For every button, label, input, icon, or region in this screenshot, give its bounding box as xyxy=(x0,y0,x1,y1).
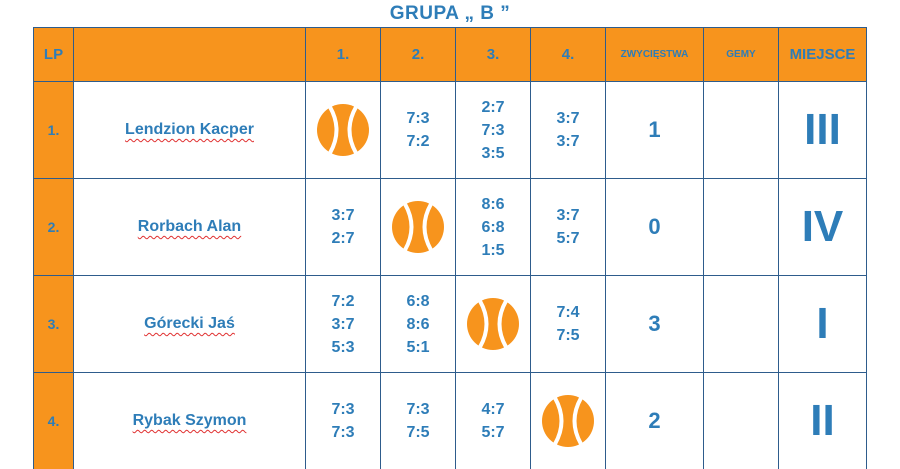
self-match-cell xyxy=(305,81,381,179)
player-name: Rybak Szymon xyxy=(73,372,306,469)
set-score: 7:5 xyxy=(406,424,430,441)
header-col-2: 2. xyxy=(380,27,456,82)
place-value: II xyxy=(778,372,867,469)
set-score: 7:3 xyxy=(331,401,355,418)
match-score-cell: 6:8 8:6 5:1 xyxy=(380,275,456,373)
set-score: 5:3 xyxy=(331,338,355,356)
player-name: Górecki Jaś xyxy=(73,275,306,373)
set-score: 3:7 xyxy=(556,207,580,224)
set-score: 3:7 xyxy=(331,315,355,333)
row-lp: 2. xyxy=(33,178,74,276)
set-score: 7:3 xyxy=(406,110,430,127)
set-score: 8:6 xyxy=(406,315,430,333)
match-score-cell: 7:2 3:7 5:3 xyxy=(305,275,381,373)
set-score: 4:7 xyxy=(481,401,505,418)
set-score: 3:7 xyxy=(556,110,580,127)
player-name: Lendzion Kacper xyxy=(73,81,306,179)
tennis-ball-icon xyxy=(467,298,519,350)
set-score: 1:5 xyxy=(481,241,505,259)
header-col-4: 4. xyxy=(530,27,606,82)
set-score: 7:2 xyxy=(406,133,430,150)
self-match-cell xyxy=(380,178,456,276)
row-lp: 3. xyxy=(33,275,74,373)
table-row: 4. Rybak Szymon 7:3 7:3 7:3 7:5 4:7 5:7 2 II xyxy=(33,372,867,469)
wins-count: 1 xyxy=(605,81,704,179)
row-lp: 4. xyxy=(33,372,74,469)
self-match-cell xyxy=(455,275,531,373)
place-value: IV xyxy=(778,178,867,276)
set-score: 7:5 xyxy=(556,327,580,344)
set-score: 7:4 xyxy=(556,304,580,321)
match-score-cell: 8:6 6:8 1:5 xyxy=(455,178,531,276)
games-count xyxy=(703,81,779,179)
set-score: 7:3 xyxy=(331,424,355,441)
page-title: GRUPA „ B ” xyxy=(389,3,511,24)
set-score: 6:8 xyxy=(481,218,505,236)
set-score: 5:1 xyxy=(406,338,430,356)
set-score: 6:8 xyxy=(406,292,430,310)
place-value: III xyxy=(778,81,867,179)
set-score: 5:7 xyxy=(481,424,505,441)
match-score-cell: 7:3 7:3 xyxy=(305,372,381,469)
table-row: 1. Lendzion Kacper 7:3 7:2 2:7 7:3 3:5 3:7 3:7 1 I… xyxy=(33,81,867,179)
place-value: I xyxy=(778,275,867,373)
games-count xyxy=(703,178,779,276)
header-col-1: 1. xyxy=(305,27,381,82)
set-score: 7:2 xyxy=(331,292,355,310)
header-col-3: 3. xyxy=(455,27,531,82)
header-place: MIEJSCE xyxy=(778,27,867,82)
set-score: 8:6 xyxy=(481,195,505,213)
set-score: 5:7 xyxy=(556,230,580,247)
header-lp: LP xyxy=(33,27,74,82)
match-score-cell: 2:7 7:3 3:5 xyxy=(455,81,531,179)
header-wins: ZWYCIĘSTWA xyxy=(605,27,704,82)
tennis-ball-icon xyxy=(542,395,594,447)
set-score: 3:7 xyxy=(331,207,355,224)
wins-count: 0 xyxy=(605,178,704,276)
player-name: Rorbach Alan xyxy=(73,178,306,276)
wins-count: 3 xyxy=(605,275,704,373)
set-score: 3:7 xyxy=(556,133,580,150)
header-name xyxy=(73,27,306,82)
header-games: GEMY xyxy=(703,27,779,82)
match-score-cell: 3:7 3:7 xyxy=(530,81,606,179)
games-count xyxy=(703,275,779,373)
table-row: 2. Rorbach Alan 3:7 2:7 8:6 6:8 1:5 3:7 5:7 0 IV xyxy=(33,178,867,276)
match-score-cell: 3:7 5:7 xyxy=(530,178,606,276)
set-score: 7:3 xyxy=(406,401,430,418)
self-match-cell xyxy=(530,372,606,469)
match-score-cell: 7:4 7:5 xyxy=(530,275,606,373)
match-score-cell: 4:7 5:7 xyxy=(455,372,531,469)
set-score: 7:3 xyxy=(481,121,505,139)
set-score: 2:7 xyxy=(331,230,355,247)
header-row: LP 1. 2. 3. 4. ZWYCIĘSTWA GEMY MIEJSCE xyxy=(33,27,867,82)
results-table: LP 1. 2. 3. 4. ZWYCIĘSTWA GEMY MIEJSCE 1… xyxy=(33,27,867,469)
table-row: 3. Górecki Jaś 7:2 3:7 5:3 6:8 8:6 5:1 7:4 7:5 3 I xyxy=(33,275,867,373)
row-lp: 1. xyxy=(33,81,74,179)
match-score-cell: 7:3 7:5 xyxy=(380,372,456,469)
tennis-ball-icon xyxy=(317,104,369,156)
games-count xyxy=(703,372,779,469)
set-score: 2:7 xyxy=(481,98,505,116)
set-score: 3:5 xyxy=(481,144,505,162)
match-score-cell: 3:7 2:7 xyxy=(305,178,381,276)
match-score-cell: 7:3 7:2 xyxy=(380,81,456,179)
wins-count: 2 xyxy=(605,372,704,469)
tennis-ball-icon xyxy=(392,201,444,253)
